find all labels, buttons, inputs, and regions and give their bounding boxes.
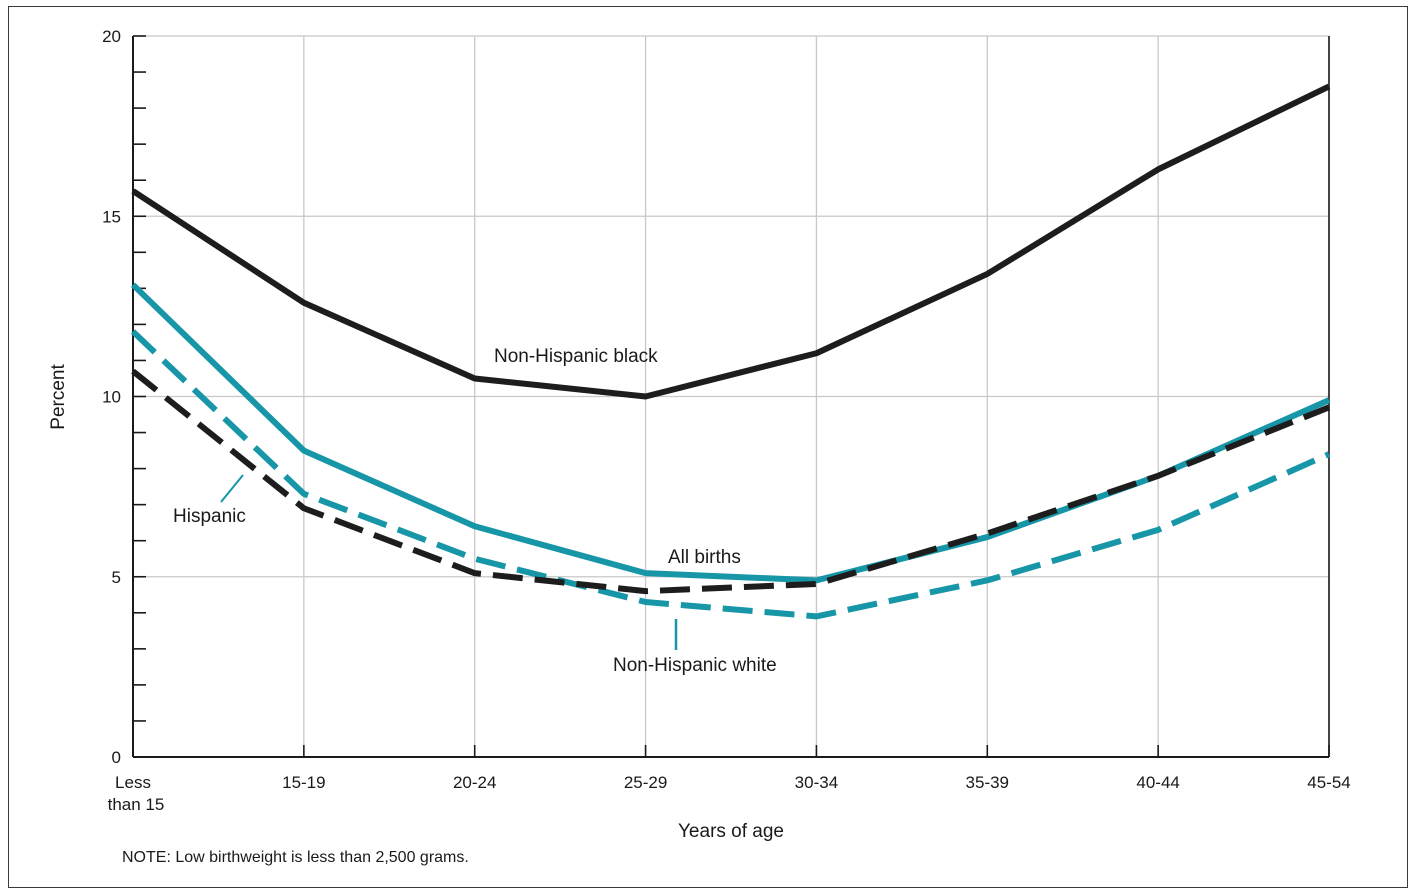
x-tick-label-line: 35-39 bbox=[966, 773, 1009, 792]
series-label: Hispanic bbox=[173, 506, 246, 527]
series-line bbox=[131, 83, 1331, 400]
x-tick-label-line: 25-29 bbox=[624, 773, 667, 792]
x-tick-label-line: than 15 bbox=[108, 795, 165, 814]
x-tick-label-line: Less bbox=[115, 773, 151, 792]
y-tick-label: 10 bbox=[102, 388, 121, 407]
x-axis-title: Years of age bbox=[678, 821, 784, 842]
axes: 0 5 10 15 20 Less than 15 15-19 20-24 25-29 30-34 3… bbox=[102, 27, 1351, 814]
x-tick-label: 20-24 bbox=[453, 773, 496, 792]
x-tick-label-line: 30-34 bbox=[795, 773, 838, 792]
x-tick-label-line: 20-24 bbox=[453, 773, 496, 792]
series-line bbox=[131, 368, 1331, 595]
note-text: NOTE: Low birthweight is less than 2,500… bbox=[122, 849, 469, 866]
series-label: All births bbox=[668, 547, 741, 568]
x-tick-label: 25-29 bbox=[624, 773, 667, 792]
x-tick-label: 45-54 bbox=[1307, 773, 1350, 792]
series-labels: Non-Hispanic black All births Hispanic Non-… bbox=[173, 346, 777, 676]
series-line bbox=[130, 329, 1331, 620]
x-tick-label: 30-34 bbox=[795, 773, 838, 792]
x-tick-label: 40-44 bbox=[1136, 773, 1179, 792]
series-lines bbox=[130, 83, 1331, 620]
series-label: Non-Hispanic white bbox=[613, 655, 777, 676]
x-tick-label-line: 15-19 bbox=[282, 773, 325, 792]
series-label: Non-Hispanic black bbox=[494, 346, 658, 367]
chart-frame bbox=[8, 6, 1408, 888]
y-tick-label: 5 bbox=[112, 568, 121, 587]
y-axis-title: Percent bbox=[48, 364, 69, 430]
y-tick-label: 15 bbox=[102, 207, 121, 226]
x-tick-label: 15-19 bbox=[282, 773, 325, 792]
y-tick-label: 20 bbox=[102, 27, 121, 46]
x-tick-label-line: 40-44 bbox=[1136, 773, 1179, 792]
x-tick-label: Less than 15 bbox=[108, 773, 165, 814]
x-tick-label: 35-39 bbox=[966, 773, 1009, 792]
grid-lines bbox=[133, 35, 1330, 757]
x-tick-label-line: 45-54 bbox=[1307, 773, 1350, 792]
y-tick-label: 0 bbox=[112, 748, 121, 767]
series-line bbox=[130, 282, 1331, 584]
hispanic-leader-line bbox=[220, 474, 244, 503]
